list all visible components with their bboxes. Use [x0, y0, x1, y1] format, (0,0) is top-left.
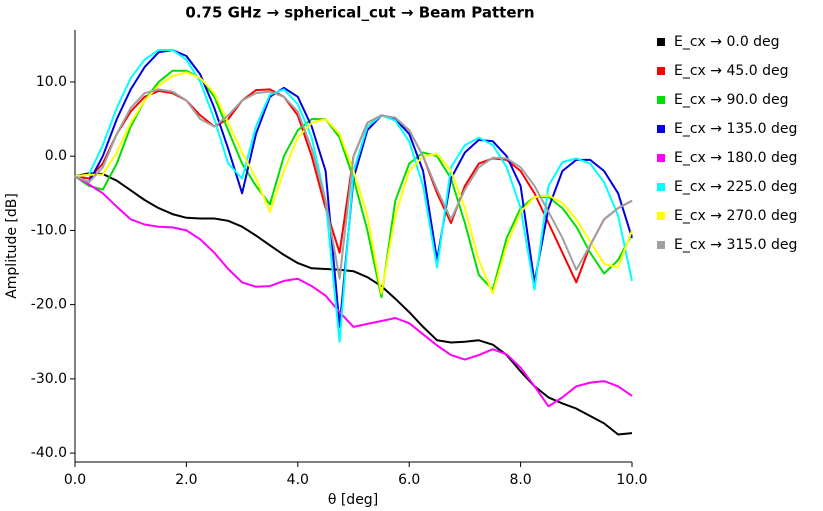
y-tick-label: 10.0	[36, 74, 67, 90]
legend-label: E_cx → 0.0 deg	[674, 34, 780, 50]
y-tick-label: -20.0	[31, 297, 67, 313]
legend-swatch	[657, 183, 665, 191]
y-tick-label: -10.0	[31, 222, 67, 238]
x-tick-label: 2.0	[175, 472, 197, 488]
legend-swatch	[657, 38, 665, 46]
x-tick-label: 8.0	[509, 472, 531, 488]
x-axis-label: θ [deg]	[328, 492, 378, 508]
x-tick-label: 0.0	[64, 472, 86, 488]
legend-swatch	[657, 125, 665, 133]
x-tick-label: 10.0	[616, 472, 647, 488]
legend-swatch	[657, 154, 665, 162]
legend-swatch	[657, 241, 665, 249]
legend-label: E_cx → 90.0 deg	[674, 92, 788, 108]
legend-label: E_cx → 225.0 deg	[674, 179, 797, 195]
legend-swatch	[657, 212, 665, 220]
legend-label: E_cx → 135.0 deg	[674, 121, 797, 137]
series-line	[74, 88, 633, 280]
chart-title: 0.75 GHz → spherical_cut → Beam Pattern	[185, 4, 534, 22]
y-tick-label: -30.0	[31, 371, 67, 387]
series-line	[74, 175, 633, 408]
legend-label: E_cx → 180.0 deg	[674, 150, 797, 166]
y-tick-label: -40.0	[31, 445, 67, 461]
legend-label: E_cx → 45.0 deg	[674, 63, 788, 79]
legend-label: E_cx → 270.0 deg	[674, 208, 797, 224]
x-tick-label: 4.0	[287, 472, 309, 488]
legend-label: E_cx → 315.0 deg	[674, 237, 797, 253]
y-tick-label: 0.0	[45, 148, 67, 164]
legend-swatch	[657, 96, 665, 104]
legend-swatch	[657, 67, 665, 75]
x-tick-label: 6.0	[398, 472, 420, 488]
series-line	[74, 172, 633, 436]
y-axis-label: Amplitude [dB]	[4, 193, 20, 299]
